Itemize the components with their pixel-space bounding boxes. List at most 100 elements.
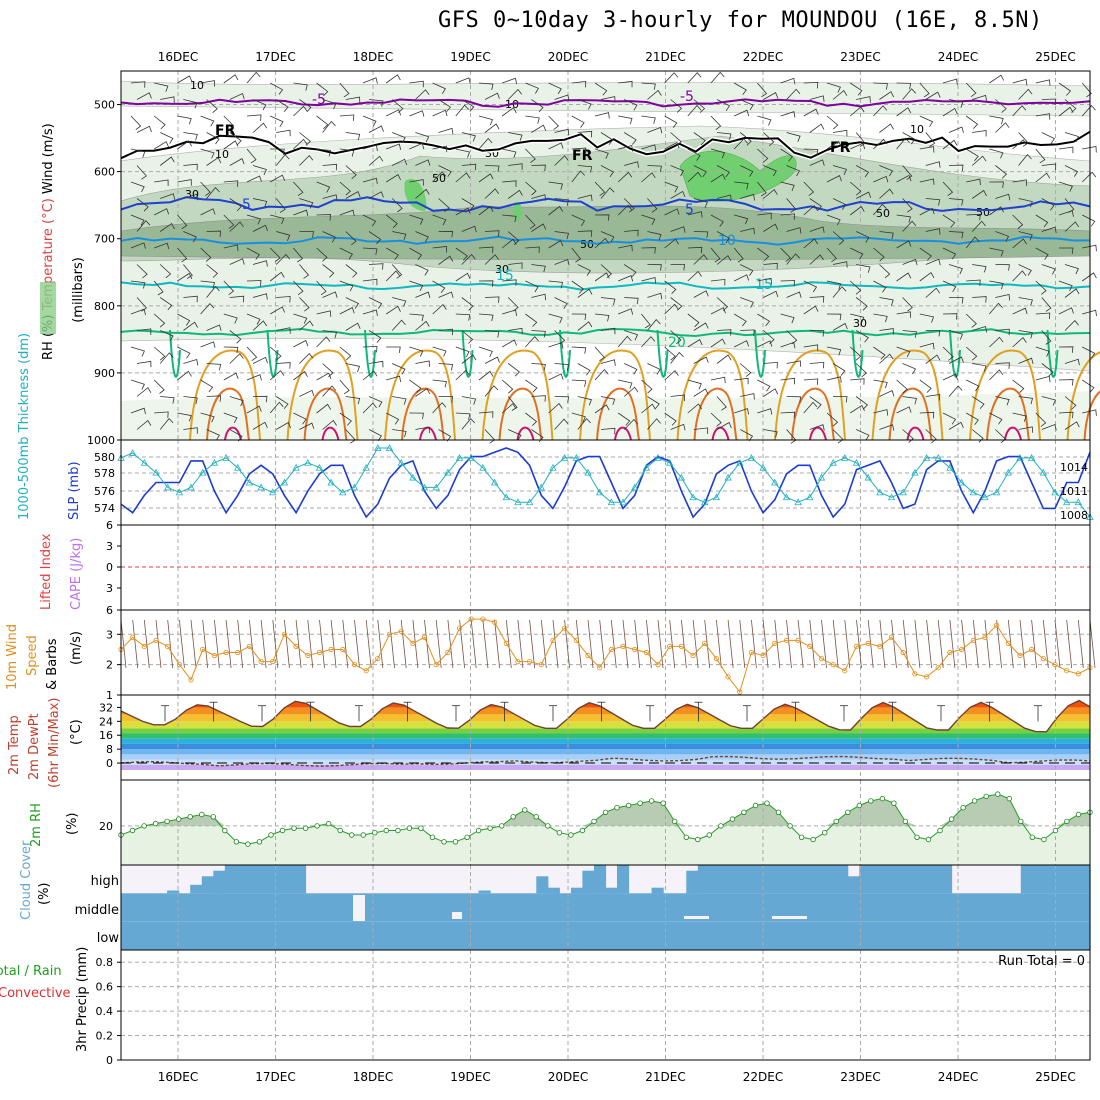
wind-barb — [995, 99, 1007, 113]
wind-barb — [942, 139, 958, 150]
temperature-contour — [676, 349, 749, 441]
wind-barb — [873, 346, 886, 360]
cloud-gap — [353, 895, 365, 921]
thickness-point — [374, 444, 382, 451]
wind-barb — [687, 379, 702, 390]
wind-barb — [577, 230, 593, 237]
cloud-cover-bar — [340, 921, 353, 950]
cloud-gap — [684, 916, 709, 919]
wind-barb — [763, 92, 779, 100]
wind-barb — [710, 338, 726, 348]
cloud-cover-bar — [282, 893, 295, 922]
cloud-cover-bar — [813, 893, 826, 922]
wind-barb — [786, 619, 792, 669]
wind-barb — [577, 321, 593, 331]
wind-barb — [925, 161, 941, 168]
rh-point — [152, 820, 159, 827]
wind-barb — [531, 164, 546, 172]
wind-barb — [246, 405, 262, 414]
thickness-point — [362, 463, 370, 471]
wind-barb — [600, 187, 615, 199]
cloud-cover-bar — [594, 865, 607, 894]
rh-point — [475, 827, 482, 834]
wind-barb — [502, 148, 517, 158]
wind-barb — [1012, 78, 1028, 86]
wind-barb — [925, 132, 936, 147]
wind-speed-point — [258, 658, 264, 665]
temperature-contour — [986, 387, 1030, 441]
cloud-cover-bar — [917, 893, 930, 922]
temperature-line — [120, 699, 1091, 733]
wind-barb — [971, 220, 986, 232]
wind-barb — [757, 277, 772, 285]
thickness-point — [514, 498, 522, 506]
wind-barb — [809, 226, 825, 233]
wind-barb — [409, 80, 424, 88]
rh-point — [210, 814, 216, 820]
temperature-contour — [906, 426, 925, 441]
cloud-cover-bar — [1078, 893, 1091, 922]
temperature-contour — [224, 426, 242, 441]
wind-barb — [577, 363, 591, 376]
wind-barb — [710, 376, 726, 384]
temperature-contour — [774, 349, 846, 441]
rh-point — [960, 805, 966, 811]
rh-point — [187, 814, 193, 820]
cloud-cover-bar — [686, 870, 699, 894]
slp-line — [120, 447, 1091, 519]
y-tick-label: 8 — [106, 743, 113, 756]
wind-barb — [826, 115, 839, 130]
wind-barb — [554, 231, 570, 240]
wind-barb — [803, 81, 819, 89]
wind-barb — [879, 123, 894, 133]
temperature-bands — [121, 700, 1090, 770]
y-tick-label: 3 — [106, 540, 113, 553]
temperature-ylabel: 2m DewPt — [27, 713, 42, 780]
wind-barb — [803, 280, 818, 293]
wind-barb — [478, 205, 494, 216]
thickness-point — [1062, 498, 1071, 506]
wind-barb — [368, 297, 383, 309]
wind-speed-point — [340, 646, 346, 653]
cloud-cover-bar — [1066, 921, 1079, 950]
wind-barb — [657, 619, 664, 669]
wind-barb — [368, 396, 383, 408]
rh-ylabel: 2m RH — [29, 803, 44, 847]
thickness-point — [315, 463, 324, 471]
wind-barb — [415, 388, 431, 397]
wind-barb — [902, 165, 913, 180]
wind-barb — [1064, 264, 1079, 275]
wind-barb — [1058, 181, 1073, 192]
wind-barb — [275, 421, 291, 430]
wind-barb — [647, 231, 662, 241]
wind-barb — [385, 214, 398, 229]
wind-speed-point — [597, 665, 603, 671]
rh-band — [121, 391, 1090, 440]
wind-barb — [391, 264, 403, 279]
wind-speed-point — [830, 661, 836, 668]
cloud-cover-bar — [697, 893, 710, 922]
wind-barb — [478, 137, 493, 150]
wind-barb — [734, 181, 749, 190]
wind-barb — [624, 99, 638, 111]
wind-barb — [610, 619, 617, 669]
wind-barb — [948, 385, 963, 397]
wind-barb — [1081, 272, 1097, 282]
wind-barb — [786, 227, 802, 234]
wind-barb — [316, 181, 331, 193]
wind-barb — [647, 418, 661, 430]
wind-barb — [896, 107, 912, 117]
temperature-contour — [1046, 329, 1059, 378]
cloud-cover-bar — [570, 893, 583, 922]
date-label-bottom: 22DEC — [743, 1070, 783, 1084]
wind-speed-point — [970, 637, 976, 644]
wind-barb — [1012, 412, 1027, 422]
wind-speed-point — [585, 652, 591, 659]
wind-barb — [995, 122, 1010, 133]
wind-barb — [571, 170, 585, 183]
wind-barb — [618, 275, 634, 282]
temperature-contour — [303, 387, 348, 441]
cloud-cover-bar — [1032, 921, 1045, 950]
rh-point — [337, 827, 343, 834]
wind-barb — [200, 302, 215, 315]
